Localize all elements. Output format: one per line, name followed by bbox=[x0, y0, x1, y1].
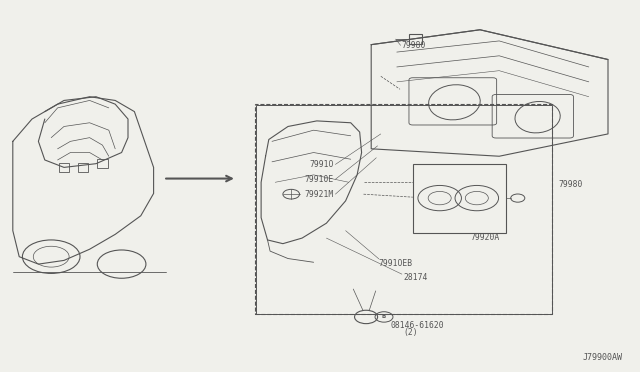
Bar bbox=[78, 163, 88, 172]
Bar bbox=[413, 164, 506, 232]
Text: 79910E: 79910E bbox=[305, 175, 334, 184]
Text: 7991OEB: 7991OEB bbox=[379, 259, 413, 268]
Text: 79920A: 79920A bbox=[470, 233, 500, 242]
Text: 08146-61620: 08146-61620 bbox=[390, 321, 444, 330]
Bar bbox=[256, 105, 552, 314]
Bar bbox=[59, 163, 69, 172]
Text: 79980: 79980 bbox=[402, 41, 426, 50]
Bar bbox=[255, 104, 552, 314]
Text: B: B bbox=[382, 314, 386, 320]
Text: 7991O: 7991O bbox=[310, 160, 334, 169]
Text: J79900AW: J79900AW bbox=[582, 353, 622, 362]
Bar bbox=[97, 159, 108, 168]
Text: (2): (2) bbox=[403, 328, 418, 337]
Bar bbox=[409, 34, 422, 44]
Text: 79980: 79980 bbox=[558, 180, 582, 189]
Text: 28174: 28174 bbox=[403, 273, 428, 282]
Text: 79921M: 79921M bbox=[305, 190, 334, 199]
